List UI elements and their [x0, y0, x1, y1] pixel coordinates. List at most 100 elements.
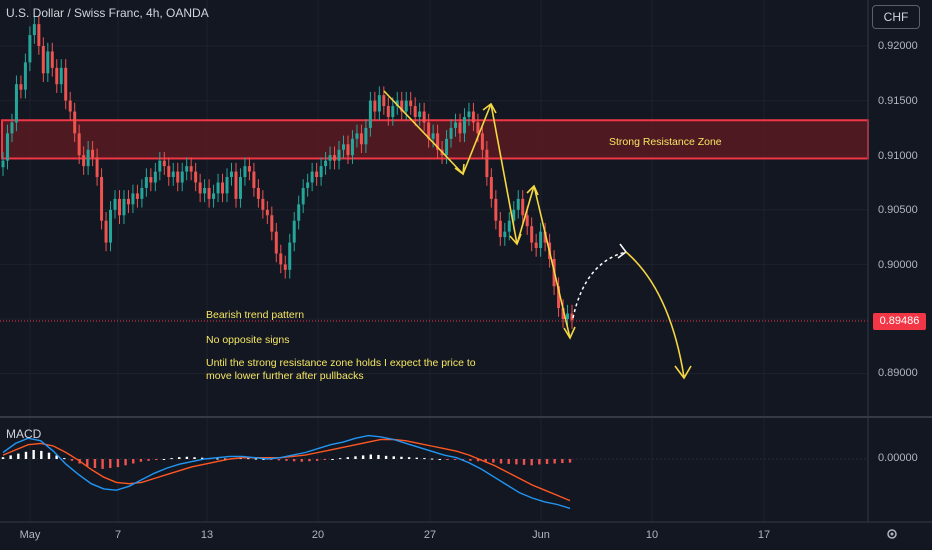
candle-body [126, 198, 130, 205]
candle-body [55, 67, 59, 85]
candle-body [306, 182, 310, 188]
candle-body [135, 193, 139, 199]
arrow-segment [462, 103, 492, 175]
candle-body [489, 177, 493, 199]
macd-histogram-bar [86, 459, 89, 467]
macd-histogram-bar [369, 454, 372, 459]
arrow-segment [490, 103, 518, 245]
candle-body [418, 111, 422, 117]
candle-body [95, 157, 99, 178]
candle-body [543, 231, 547, 243]
candle-body [256, 187, 260, 199]
macd-histogram-bar [400, 456, 403, 459]
candle-body [319, 166, 323, 178]
macd-histogram-bar [430, 458, 434, 460]
candle-body [216, 182, 220, 194]
macd-histogram-bar [63, 458, 66, 460]
candle-body [409, 100, 413, 107]
candle-body [37, 24, 41, 46]
macd-histogram-bar [338, 458, 342, 460]
macd-indicator [1, 434, 572, 510]
candle-body [91, 149, 95, 158]
candle-body [221, 182, 225, 194]
macd-histogram-bar [254, 458, 258, 460]
candle-body [462, 116, 466, 134]
projection-arrow-head [674, 365, 692, 380]
candle-body [73, 111, 77, 134]
candle-body [454, 122, 458, 128]
candle-body [279, 253, 283, 265]
candle-body [238, 177, 242, 199]
price-tick: 0.92000 [878, 40, 918, 52]
candle-body [400, 100, 404, 112]
macd-histogram-bar [162, 459, 166, 460]
macd-histogram-bar [499, 459, 503, 464]
candle-body [32, 24, 36, 36]
macd-histogram-bar [155, 459, 158, 460]
candle-body [342, 144, 346, 150]
macd-histogram-bar [124, 459, 127, 466]
candle-body [566, 313, 570, 319]
macd-histogram-bar [323, 459, 327, 460]
macd-histogram-bar [24, 451, 28, 459]
macd-histogram-bar [193, 457, 196, 459]
candle-body [337, 149, 341, 161]
candle-body [436, 133, 440, 150]
candle-body [391, 106, 395, 117]
candle-body [5, 133, 9, 161]
projection-dashed [572, 251, 627, 319]
macd-histogram-bar [553, 459, 556, 464]
candle-body [23, 62, 27, 90]
chart-title[interactable]: U.S. Dollar / Swiss Franc, 4h, OANDA [6, 6, 209, 20]
candle-body [104, 220, 108, 243]
candle-body [171, 171, 175, 178]
candle-body [140, 187, 144, 199]
candle-body [82, 155, 86, 167]
macd-histogram-bar [185, 456, 189, 459]
note-no-opposite: No opposite signs [206, 334, 290, 346]
candle-body [109, 209, 113, 243]
macd-histogram-bar [178, 457, 181, 459]
candle-body [19, 84, 23, 90]
macd-histogram-bar [407, 457, 411, 459]
macd-histogram-bar [515, 459, 518, 465]
macd-histogram-bar [384, 455, 388, 459]
candle-body [46, 51, 50, 74]
macd-histogram-bar [446, 459, 449, 460]
price-tick: 0.91500 [878, 95, 918, 107]
macd-histogram-bar [277, 459, 281, 461]
macd-histogram-bar [354, 456, 357, 459]
macd-histogram-bar [139, 459, 143, 462]
settings-icon[interactable] [884, 527, 900, 541]
candle-body [359, 133, 363, 145]
candle-body [324, 160, 328, 167]
macd-histogram-bar [438, 459, 441, 460]
macd-histogram-bar [377, 454, 380, 459]
macd-histogram-bar [101, 459, 104, 469]
price-tick: 0.89000 [878, 367, 918, 379]
candle-body [180, 171, 184, 183]
candle-body [445, 138, 449, 156]
candle-body [252, 171, 256, 188]
time-tick: 27 [423, 529, 437, 541]
macd-histogram-bar [147, 459, 150, 461]
candle-body [494, 198, 498, 221]
macd-histogram-bar [361, 455, 365, 459]
macd-histogram-bar [9, 455, 12, 459]
candle-body [355, 133, 359, 139]
candle-body [131, 193, 135, 205]
candle-body [534, 242, 538, 249]
price-tick: 0.90500 [878, 204, 918, 216]
macd-histogram-bar [70, 459, 74, 461]
candle-body [212, 193, 216, 199]
time-tick: 20 [311, 529, 325, 541]
macd-label[interactable]: MACD [6, 427, 42, 441]
candle-body [521, 198, 525, 216]
candle-body [368, 100, 372, 128]
currency-button[interactable]: CHF [872, 5, 920, 29]
candle-body [68, 100, 72, 112]
candle-body [117, 198, 121, 216]
arrow-segment [533, 185, 571, 339]
macd-histogram-bar [285, 459, 288, 461]
